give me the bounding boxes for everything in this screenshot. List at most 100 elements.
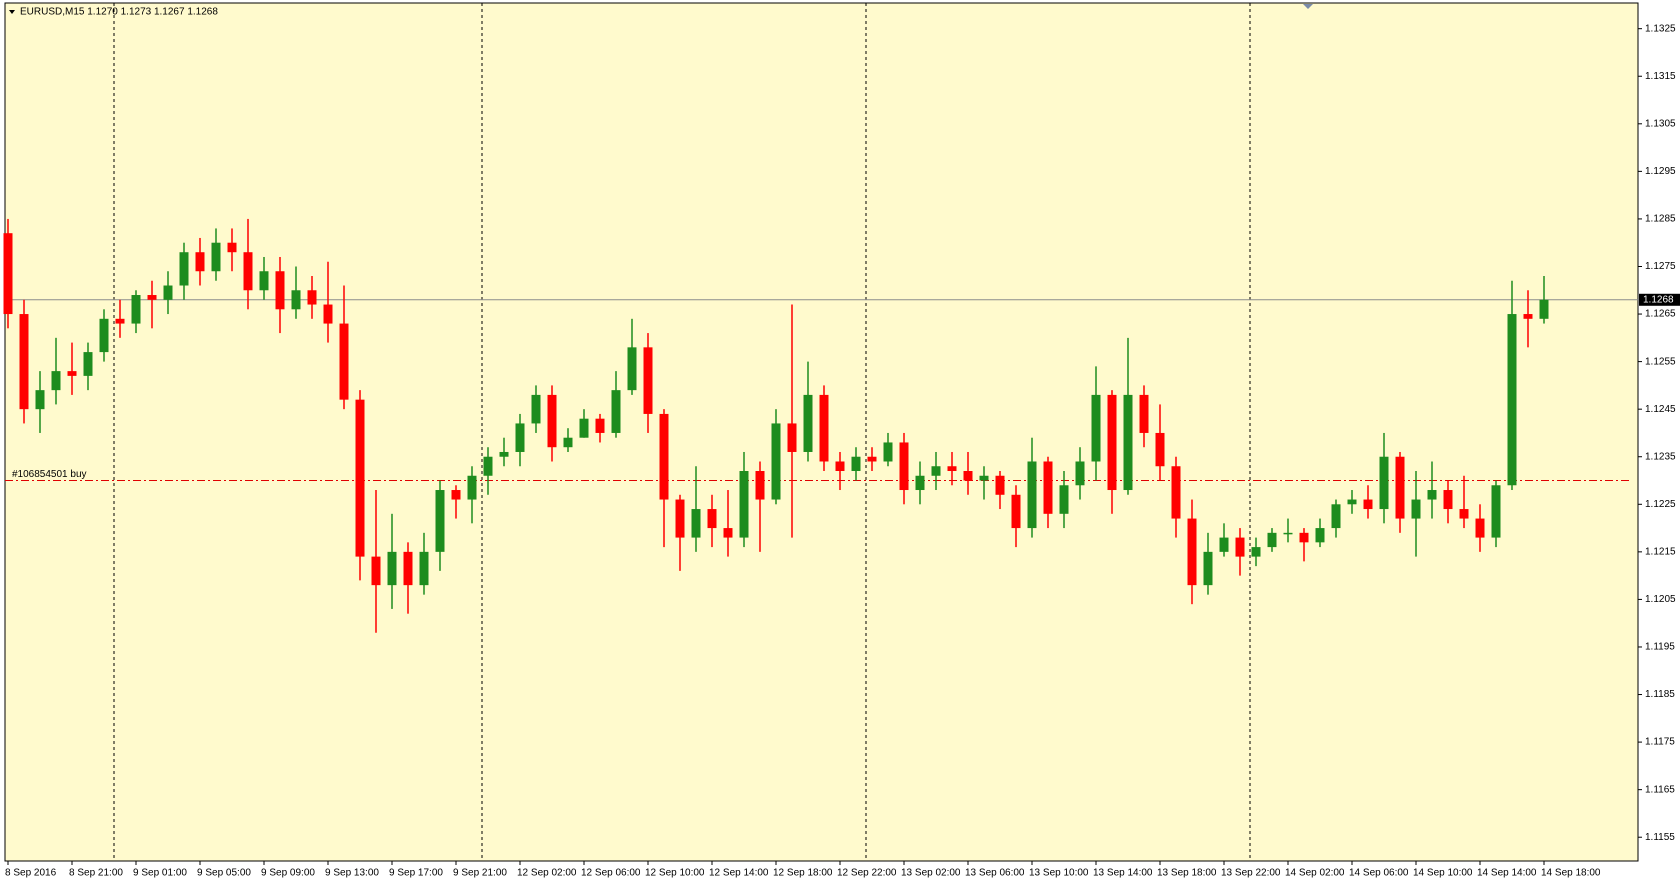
candle-body: [195, 252, 205, 272]
candle-body: [163, 285, 173, 300]
candle-body: [1443, 490, 1453, 510]
candle-body: [723, 528, 733, 538]
current-price-label: 1.1268: [1643, 294, 1674, 305]
candle-body: [179, 252, 189, 286]
current-price-box: [1639, 293, 1680, 306]
candle-body: [483, 456, 493, 476]
candle-body: [979, 475, 989, 481]
candle-body: [515, 423, 525, 452]
candle-body: [899, 442, 909, 491]
candle-body: [1475, 518, 1485, 538]
x-tick-label: 13 Sep 10:00: [1029, 868, 1089, 879]
x-tick-label: 12 Sep 02:00: [517, 868, 577, 879]
candle-body: [931, 466, 941, 476]
candle-body: [259, 271, 269, 291]
y-tick-label: 1.1215: [1645, 546, 1676, 557]
candle-body: [115, 318, 125, 324]
x-tick-label: 12 Sep 06:00: [581, 868, 641, 879]
x-tick-label: 14 Sep 06:00: [1349, 868, 1409, 879]
candle-body: [243, 252, 253, 291]
candle-body: [1027, 461, 1037, 529]
candle-body: [1235, 537, 1245, 557]
candle-body: [307, 290, 317, 305]
candle-body: [547, 394, 557, 448]
candle-body: [1283, 532, 1293, 535]
y-tick-label: 1.1205: [1645, 594, 1676, 605]
candle-body: [1123, 394, 1133, 491]
candle-body: [755, 471, 765, 500]
x-tick-label: 14 Sep 18:00: [1541, 868, 1601, 879]
candle-body: [147, 295, 157, 300]
candle-body: [275, 271, 285, 310]
y-tick-label: 1.1275: [1645, 261, 1676, 272]
candle-body: [355, 399, 365, 557]
candle-body: [1491, 485, 1501, 538]
candle-body: [595, 418, 605, 433]
candle-body: [211, 242, 221, 272]
candle-body: [67, 371, 77, 376]
candle-body: [691, 509, 701, 538]
candle-body: [1011, 494, 1021, 529]
x-tick-label: 8 Sep 2016: [5, 868, 57, 879]
candle-body: [339, 323, 349, 400]
candle-body: [1363, 499, 1373, 510]
candle-body: [435, 490, 445, 552]
candle-body: [883, 442, 893, 462]
candle-body: [771, 423, 781, 500]
x-tick-label: 9 Sep 09:00: [261, 868, 315, 879]
candle-body: [1427, 490, 1437, 500]
candle-body: [1187, 518, 1197, 586]
y-tick-label: 1.1265: [1645, 309, 1676, 320]
candle-body: [531, 394, 541, 424]
shift-marker: [1303, 4, 1313, 9]
candle-body: [803, 394, 813, 452]
candle-body: [787, 423, 797, 452]
x-tick-label: 13 Sep 22:00: [1221, 868, 1281, 879]
candle-body: [1507, 314, 1517, 486]
candle-body: [19, 314, 29, 410]
x-tick-label: 13 Sep 06:00: [965, 868, 1025, 879]
candle-body: [83, 352, 93, 376]
candle-body: [1331, 504, 1341, 529]
x-tick-label: 14 Sep 10:00: [1413, 868, 1473, 879]
candle-body: [1219, 537, 1229, 552]
candle-body: [467, 475, 477, 500]
candle-body: [563, 437, 573, 448]
candle-body: [1251, 547, 1261, 557]
y-tick-label: 1.1165: [1645, 784, 1675, 795]
y-tick-label: 1.1295: [1645, 166, 1676, 177]
candle-body: [915, 475, 925, 491]
candle-body: [675, 499, 685, 538]
candle-body: [947, 466, 957, 471]
candle-body: [579, 418, 589, 438]
candle-body: [1299, 532, 1309, 543]
candle-body: [1539, 299, 1549, 319]
x-tick-label: 8 Sep 21:00: [69, 868, 123, 879]
chart-title: EURUSD,M15 1.1270 1.1273 1.1267 1.1268: [20, 7, 218, 18]
y-tick-label: 1.1325: [1645, 23, 1676, 34]
y-tick-label: 1.1285: [1645, 214, 1676, 225]
candle-body: [1171, 466, 1181, 519]
y-tick-label: 1.1175: [1645, 737, 1675, 748]
x-tick-label: 9 Sep 01:00: [133, 868, 187, 879]
x-tick-label: 12 Sep 18:00: [773, 868, 833, 879]
candle-body: [1139, 394, 1149, 433]
x-tick-label: 12 Sep 22:00: [837, 868, 897, 879]
x-tick-label: 13 Sep 02:00: [901, 868, 961, 879]
y-tick-label: 1.1185: [1645, 689, 1675, 700]
x-tick-label: 9 Sep 21:00: [453, 868, 507, 879]
x-tick-label: 13 Sep 14:00: [1093, 868, 1153, 879]
candle-body: [1091, 394, 1101, 462]
x-tick-label: 9 Sep 13:00: [325, 868, 379, 879]
candle-body: [611, 390, 621, 433]
candle-body: [1411, 499, 1421, 519]
candle-body: [419, 551, 429, 586]
candle-body: [1059, 485, 1069, 514]
y-tick-label: 1.1245: [1645, 404, 1676, 415]
candle-body: [387, 551, 397, 586]
y-tick-label: 1.1225: [1645, 499, 1676, 510]
candle-body: [995, 475, 1005, 495]
order-label: #106854501 buy: [12, 469, 87, 480]
